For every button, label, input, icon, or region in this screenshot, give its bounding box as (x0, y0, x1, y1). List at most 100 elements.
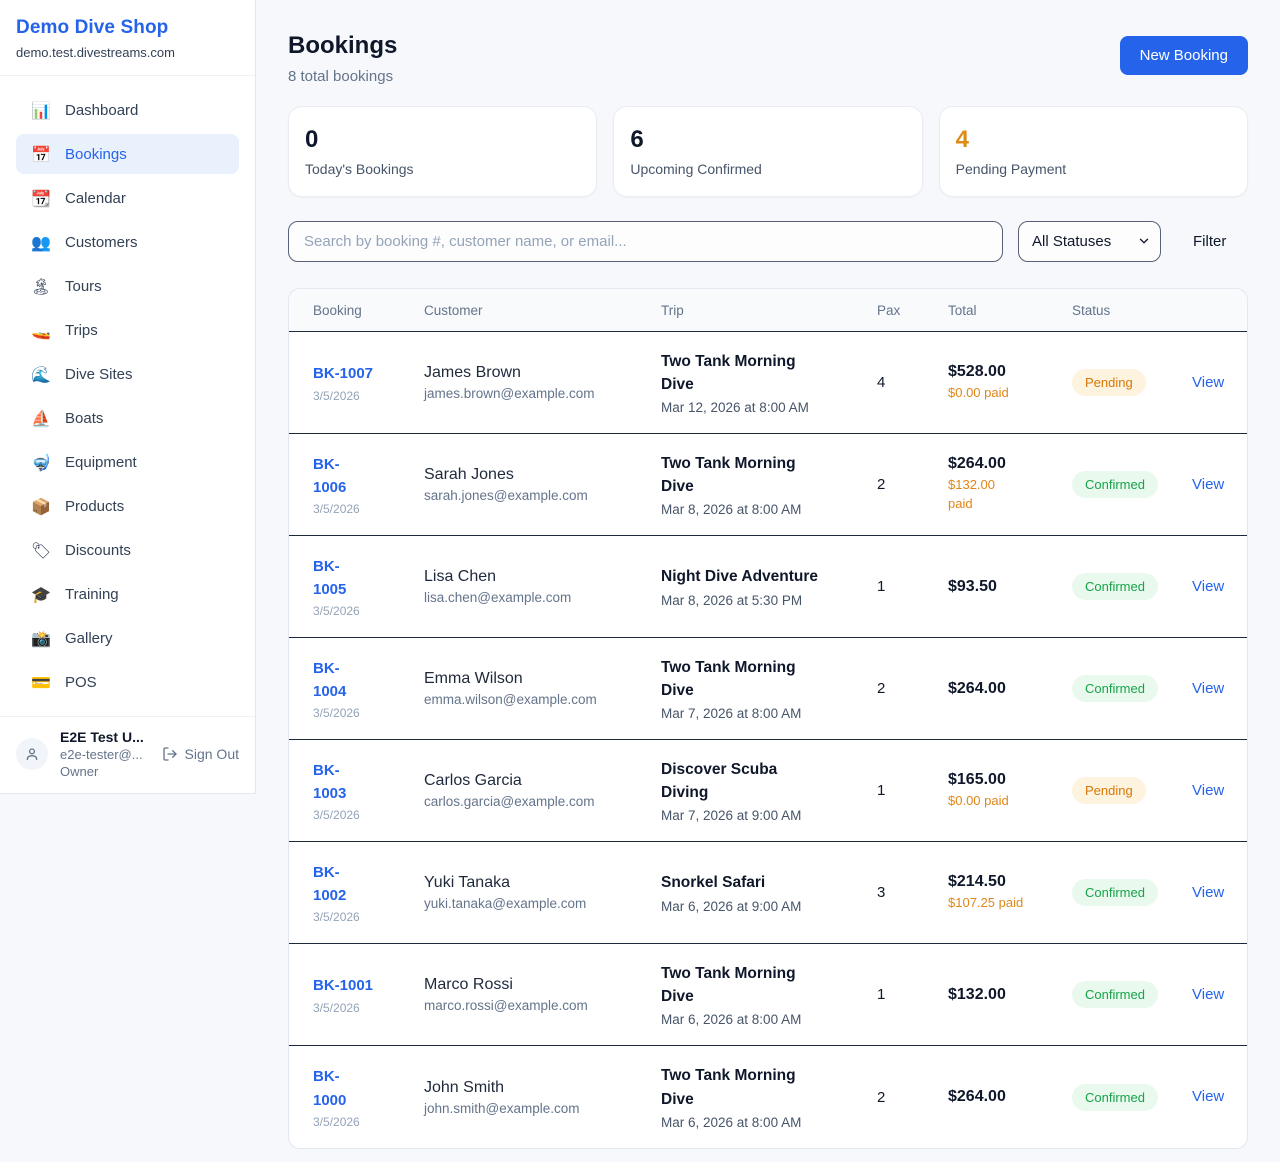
sidebar-item-bookings[interactable]: 📅 Bookings (16, 134, 239, 174)
booking-id-link[interactable]: BK-1007 (313, 365, 374, 383)
booking-id-link[interactable]: BK- 1003 (313, 761, 347, 802)
tear-off-calendar-icon: 📆 (31, 188, 51, 208)
total-cell: $132.00 (948, 986, 1072, 1004)
customer-cell: Marco Rossi marco.rossi@example.com (424, 976, 661, 1013)
actions-cell: View (1192, 476, 1224, 494)
sidebar-item-equipment[interactable]: 🤿 Equipment (16, 442, 239, 482)
sidebar-item-calendar[interactable]: 📆 Calendar (16, 178, 239, 218)
view-booking-link[interactable]: View (1192, 577, 1225, 595)
total-amount: $165.00 (948, 770, 1006, 788)
sidebar-item-customers[interactable]: 👥 Customers (16, 222, 239, 262)
booking-cell: BK-1007 3/5/2026 (313, 362, 424, 402)
paid-amount: $0.00 paid (948, 792, 1009, 808)
trip-name: Two Tank Morning Dive (661, 454, 796, 495)
filter-button[interactable]: Filter (1193, 233, 1227, 250)
avatar (16, 738, 48, 770)
pax-count: 2 (877, 476, 886, 493)
sidebar-item-tours[interactable]: 🏝 Tours (16, 266, 239, 306)
trip-name: Two Tank Morning Dive (661, 964, 796, 1005)
sidebar-item-products[interactable]: 📦 Products (16, 486, 239, 526)
booking-id-link[interactable]: BK- 1005 (313, 557, 347, 598)
booking-id-link[interactable]: BK-1001 (313, 977, 374, 995)
sidebar-item-dashboard[interactable]: 📊 Dashboard (16, 90, 239, 130)
view-booking-link[interactable]: View (1192, 985, 1225, 1003)
sidebar-item-boats[interactable]: ⛵ Boats (16, 398, 239, 438)
search-input[interactable] (288, 221, 1003, 262)
trip-cell: Snorkel Safari Mar 6, 2026 at 9:00 AM (661, 871, 877, 913)
booking-id-link[interactable]: BK- 1004 (313, 659, 347, 700)
table-row: BK- 1003 3/5/2026 Carlos Garcia carlos.garc… (289, 740, 1247, 842)
trip-datetime: Mar 12, 2026 at 8:00 AM (661, 400, 809, 416)
total-cell: $93.50 (948, 578, 1072, 596)
trip-cell: Discover Scuba Diving Mar 7, 2026 at 9:00… (661, 758, 877, 824)
graduation-cap-icon: 🎓 (31, 584, 51, 604)
stat-card-upcoming-confirmed: 6 Upcoming Confirmed (613, 106, 923, 197)
customer-name: James Brown (424, 364, 521, 381)
status-filter-wrap: All Statuses (1018, 221, 1161, 262)
total-amount: $93.50 (948, 577, 997, 595)
sidebar-item-label: Equipment (65, 453, 137, 471)
status-cell: Pending (1072, 369, 1192, 396)
pax-count: 3 (877, 884, 886, 901)
customer-cell: Yuki Tanaka yuki.tanaka@example.com (424, 874, 661, 911)
total-amount: $132.00 (948, 985, 1006, 1003)
sign-out-label: Sign Out (184, 746, 239, 762)
actions-cell: View (1192, 1088, 1224, 1106)
booking-id-link[interactable]: BK- 1000 (313, 1068, 347, 1109)
pax-count: 1 (877, 986, 886, 1003)
actions-cell: View (1192, 782, 1224, 800)
view-booking-link[interactable]: View (1192, 883, 1225, 901)
sidebar-item-gallery[interactable]: 📸 Gallery (16, 618, 239, 658)
camera-flash-icon: 📸 (31, 628, 51, 648)
booking-date: 3/5/2026 (313, 604, 360, 619)
status-cell: Confirmed (1072, 981, 1192, 1008)
sign-out-button[interactable]: Sign Out (162, 746, 239, 762)
booking-date: 3/5/2026 (313, 808, 360, 823)
sidebar-item-discounts[interactable]: 🏷 Discounts (16, 530, 239, 570)
total-amount: $214.50 (948, 872, 1006, 890)
view-booking-link[interactable]: View (1192, 475, 1225, 493)
sidebar-header: Demo Dive Shop demo.test.divestreams.com (0, 0, 255, 76)
booking-cell: BK- 1004 3/5/2026 (313, 657, 424, 721)
booking-id-link[interactable]: BK- 1002 (313, 863, 347, 904)
total-cell: $264.00 (948, 1088, 1072, 1106)
status-badge: Pending (1072, 369, 1146, 396)
customer-name: Emma Wilson (424, 670, 523, 687)
user-role: Owner (60, 764, 99, 779)
island-icon: 🏝 (30, 276, 52, 296)
sidebar-nav: 📊 Dashboard 📅 Bookings 📆 Calendar 👥 Customers 🏝 T… (0, 76, 255, 716)
pax-count: 4 (877, 374, 886, 391)
sidebar-item-training[interactable]: 🎓 Training (16, 574, 239, 614)
customer-name: Yuki Tanaka (424, 874, 510, 891)
total-amount: $264.00 (948, 679, 1006, 697)
stat-label: Pending Payment (955, 161, 1067, 177)
trip-cell: Night Dive Adventure Mar 8, 2026 at 5:30 … (661, 565, 877, 607)
column-header-total: Total (948, 302, 977, 318)
table-row: BK-1001 3/5/2026 Marco Rossi marco.rossi@ex… (289, 944, 1247, 1046)
booking-date: 3/5/2026 (313, 1114, 360, 1129)
stat-card-today-s-bookings: 0 Today's Bookings (288, 106, 598, 197)
calendar-icon: 📅 (31, 144, 51, 164)
toolbar: All Statuses Filter (288, 221, 1248, 262)
customer-email: james.brown@example.com (424, 386, 595, 401)
sidebar-item-label: Dashboard (65, 101, 139, 119)
view-booking-link[interactable]: View (1192, 781, 1225, 799)
booking-id-link[interactable]: BK- 1006 (313, 455, 347, 496)
new-booking-button[interactable]: New Booking (1119, 36, 1248, 75)
view-booking-link[interactable]: View (1192, 679, 1225, 697)
trip-name: Two Tank Morning Dive (661, 1067, 796, 1108)
sidebar-item-dive-sites[interactable]: 🌊 Dive Sites (16, 354, 239, 394)
customer-email: lisa.chen@example.com (424, 590, 572, 605)
sidebar-item-pos[interactable]: 💳 POS (16, 662, 239, 702)
sidebar-item-trips[interactable]: 🚤 Trips (16, 310, 239, 350)
shop-domain: demo.test.divestreams.com (16, 45, 175, 60)
status-filter-select[interactable]: All Statuses (1018, 221, 1161, 262)
column-header-customer: Customer (424, 302, 483, 318)
sidebar-item-label: Tours (65, 277, 102, 295)
view-booking-link[interactable]: View (1192, 1088, 1225, 1105)
trip-cell: Two Tank Morning Dive Mar 8, 2026 at 8:00… (661, 452, 877, 518)
customer-cell: James Brown james.brown@example.com (424, 364, 661, 401)
trip-datetime: Mar 8, 2026 at 8:00 AM (661, 502, 802, 518)
view-booking-link[interactable]: View (1192, 373, 1225, 391)
sidebar-item-label: Calendar (65, 189, 126, 207)
